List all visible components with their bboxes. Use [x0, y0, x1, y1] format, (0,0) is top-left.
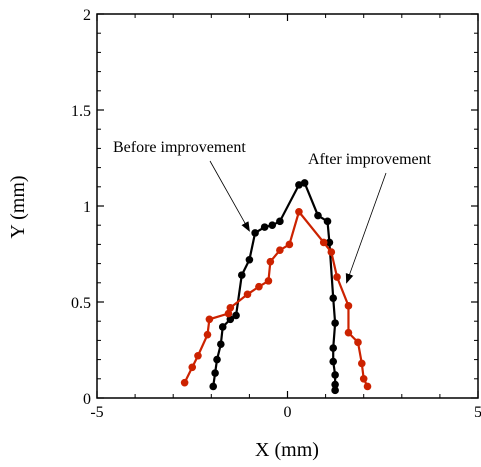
data-point	[217, 340, 225, 349]
data-point	[333, 273, 341, 281]
data-point	[245, 255, 254, 264]
data-point	[209, 382, 218, 391]
y-tick-label: 0.5	[71, 295, 91, 312]
data-point	[344, 328, 353, 337]
data-point	[224, 309, 233, 318]
series-0	[209, 179, 339, 395]
data-point	[359, 375, 368, 383]
annotation-arrow	[209, 160, 250, 232]
data-point	[363, 382, 372, 391]
data-point	[255, 282, 263, 291]
data-point	[357, 359, 366, 368]
annotation-arrow	[345, 172, 387, 284]
data-point	[300, 179, 309, 187]
data-point	[276, 246, 284, 254]
annotation-label: After improvement	[308, 151, 432, 168]
data-point	[329, 357, 338, 366]
data-point	[180, 378, 189, 387]
data-point	[218, 323, 227, 331]
data-point	[327, 248, 336, 256]
x-axis-title: X (mm)	[255, 439, 319, 461]
data-point	[325, 238, 334, 247]
data-point	[285, 240, 294, 249]
data-point	[331, 371, 339, 379]
series-1	[180, 207, 372, 391]
data-point	[314, 211, 322, 220]
data-point	[226, 303, 235, 312]
series-line	[183, 209, 369, 387]
data-point	[188, 363, 197, 372]
data-point	[331, 380, 339, 389]
data-point	[232, 311, 240, 320]
data-point	[295, 207, 303, 216]
y-axis-title: Y (mm)	[7, 175, 29, 238]
y-tick-label: 0	[83, 391, 91, 408]
data-point	[226, 315, 235, 324]
data-point	[194, 351, 202, 360]
data-point	[264, 277, 273, 285]
data-point	[329, 294, 338, 302]
data-point	[319, 238, 328, 247]
y-tick-label: 2	[83, 7, 91, 24]
annotation-layer: Before improvement After improvement	[113, 139, 432, 284]
data-point	[331, 386, 339, 395]
y-tick-label: 1.5	[71, 103, 91, 120]
data-point	[344, 302, 353, 310]
data-point	[266, 257, 275, 266]
y-tick-label: 1	[83, 199, 91, 216]
data-point	[323, 217, 332, 226]
data-point	[260, 223, 269, 231]
series-layer	[180, 179, 372, 395]
data-point	[203, 330, 212, 339]
annotation-label: Before improvement	[113, 139, 246, 156]
data-point	[237, 271, 246, 279]
data-point	[329, 344, 338, 352]
data-point	[331, 319, 339, 327]
data-point	[205, 315, 214, 324]
data-point	[276, 217, 284, 226]
data-point	[354, 338, 362, 347]
data-point	[211, 369, 219, 377]
x-tick-label: -5	[90, 404, 103, 421]
x-tick-label: 5	[474, 404, 481, 421]
data-point	[295, 181, 303, 189]
data-point	[243, 290, 252, 299]
data-point	[251, 229, 259, 237]
data-point	[213, 355, 221, 364]
tick-layer: -5 0 500.511.52	[71, 7, 481, 421]
data-point	[268, 221, 277, 229]
x-tick-label: 0	[284, 404, 292, 421]
